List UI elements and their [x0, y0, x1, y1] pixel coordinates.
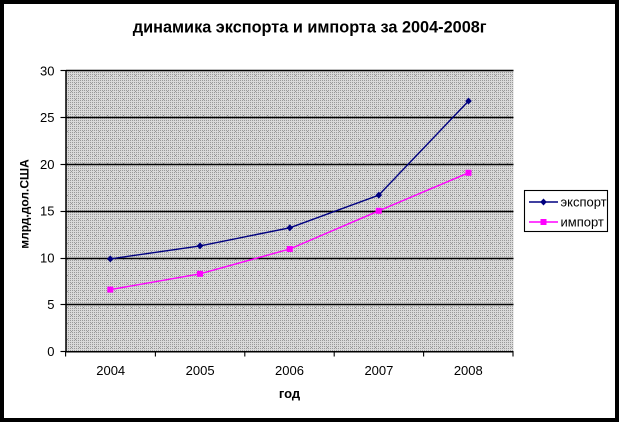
svg-text:15: 15	[40, 204, 54, 219]
svg-text:экспорт: экспорт	[561, 195, 607, 210]
svg-text:год: год	[279, 386, 301, 401]
svg-text:2008: 2008	[454, 363, 483, 378]
svg-text:30: 30	[40, 64, 54, 79]
svg-text:импорт: импорт	[561, 215, 604, 230]
svg-text:0: 0	[47, 344, 54, 359]
svg-text:2006: 2006	[275, 363, 304, 378]
svg-text:2004: 2004	[96, 363, 125, 378]
svg-text:20: 20	[40, 157, 54, 172]
svg-text:2007: 2007	[364, 363, 393, 378]
svg-text:10: 10	[40, 251, 54, 266]
svg-text:5: 5	[47, 297, 54, 312]
svg-text:25: 25	[40, 110, 54, 125]
svg-text:млрд.дол.США: млрд.дол.США	[18, 159, 32, 249]
svg-text:2005: 2005	[186, 363, 215, 378]
svg-text:динамика экспорта и импорта за: динамика экспорта и импорта за 2004-2008…	[133, 19, 487, 37]
